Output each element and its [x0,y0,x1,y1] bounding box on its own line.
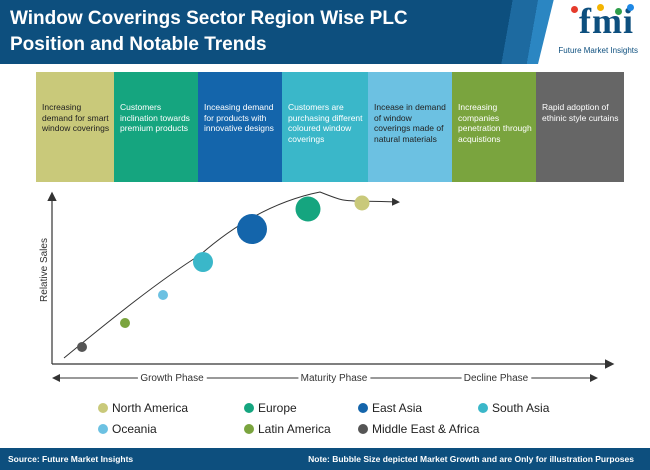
trend-band-7: Rapid adoption of ethinic style curtains [536,72,624,182]
legend-item-middle-east-africa: Middle East & Africa [358,422,480,436]
trend-band-1: Increasing demand for smart window cover… [36,72,114,182]
trend-text-6: Increasing companies penetration through… [458,102,532,144]
legend-label-latin-america: Latin America [258,422,331,436]
phase-label-growth: Growth Phase [140,373,204,384]
legend-item-europe: Europe [244,401,297,415]
bubble-europe [295,196,321,222]
logo-text: fmi [579,1,634,41]
trend-band-2: Customers inclination towards premium pr… [114,72,198,182]
legend-item-south-asia: South Asia [478,401,550,415]
trend-text-2: Customers inclination towards premium pr… [120,102,190,133]
legend-item-latin-america: Latin America [244,422,331,436]
trend-text-7: Rapid adoption of ethinic style curtains [542,102,619,123]
title-line-1: Window Coverings Sector Region Wise PLC [10,8,408,29]
trend-band-4: Customers are purchasing different colou… [282,72,368,182]
legend-item-north-america: North America [98,401,189,415]
legend-label-oceania: Oceania [112,422,157,436]
logo-dot-1 [571,6,578,13]
bubble-middle-east-africa [77,342,87,352]
legend-item-oceania: Oceania [98,422,157,436]
legend-dot-east-asia [358,403,368,413]
bubble-south-asia [193,252,213,272]
legend-item-east-asia: East Asia [358,401,423,415]
bubble-north-america [354,195,370,211]
legend-label-south-asia: South Asia [492,401,550,415]
legend-dot-latin-america [244,424,254,434]
title-line-2: Position and Notable Trends [10,34,267,55]
trend-band-5: Incease in demand of window coverings ma… [368,72,452,182]
trend-text-5: Incease in demand of window coverings ma… [374,102,446,144]
trend-band-3: Inceasing demand for products with innov… [198,72,282,182]
legend-dot-europe [244,403,254,413]
legend-dot-north-america [98,403,108,413]
bubble-oceania [158,290,168,300]
logo-dot-2 [597,4,604,11]
trend-text-1: Increasing demand for smart window cover… [42,102,110,133]
legend-dot-oceania [98,424,108,434]
note-text: Note: Bubble Size depicted Market Growth… [308,454,634,464]
logo: fmi Future Market Insights [538,0,650,64]
phase-label-maturity: Maturity Phase [301,373,368,384]
bubble-east-asia [237,214,267,244]
page-title: Window Coverings Sector Region Wise PLC … [10,6,480,58]
logo-subtext: Future Market Insights [558,46,638,55]
phase-label-decline: Decline Phase [464,373,529,384]
trend-band-6: Increasing companies penetration through… [452,72,536,182]
legend-label-middle-east-africa: Middle East & Africa [372,422,480,436]
bubble-latin-america [120,318,130,328]
header-banner: Window Coverings Sector Region Wise PLC … [0,0,650,64]
legend-label-north-america: North America [112,401,189,415]
trend-text-3: Inceasing demand for products with innov… [204,102,274,133]
y-axis-label: Relative Sales [39,238,50,302]
legend-label-europe: Europe [258,401,297,415]
logo-dot-3 [615,8,622,15]
plc-curve [63,191,400,359]
legend-dot-middle-east-africa [358,424,368,434]
footer: Source: Future Market Insights Note: Bub… [0,448,650,470]
bubble-layer [77,195,370,352]
legend-label-east-asia: East Asia [372,401,423,415]
source-text: Source: Future Market Insights [8,454,134,464]
logo-dot-4 [627,4,634,11]
trend-text-4: Customers are purchasing different colou… [288,102,363,144]
legend-dot-south-asia [478,403,488,413]
